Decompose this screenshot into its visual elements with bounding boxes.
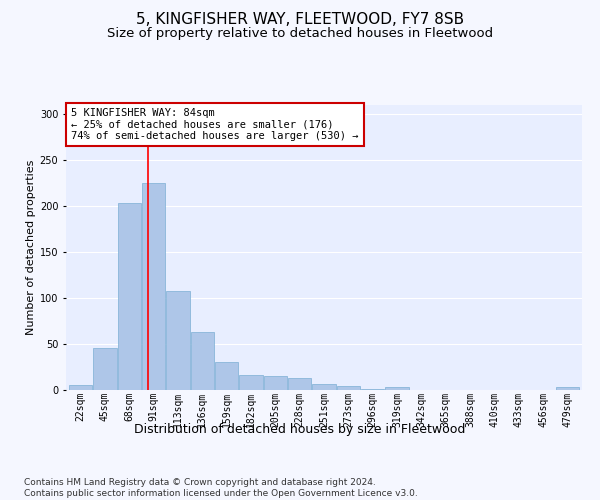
Bar [264, 376, 287, 390]
Bar [239, 376, 263, 390]
Y-axis label: Number of detached properties: Number of detached properties [26, 160, 35, 335]
Text: Contains HM Land Registry data © Crown copyright and database right 2024.
Contai: Contains HM Land Registry data © Crown c… [24, 478, 418, 498]
Bar [215, 362, 238, 390]
Bar [118, 204, 141, 390]
Bar [191, 332, 214, 390]
Bar [69, 386, 92, 390]
Bar [142, 183, 165, 390]
Bar [337, 386, 360, 390]
Text: 5, KINGFISHER WAY, FLEETWOOD, FY7 8SB: 5, KINGFISHER WAY, FLEETWOOD, FY7 8SB [136, 12, 464, 28]
Text: Distribution of detached houses by size in Fleetwood: Distribution of detached houses by size … [134, 422, 466, 436]
Bar [361, 389, 384, 390]
Bar [288, 378, 311, 390]
Text: 5 KINGFISHER WAY: 84sqm
← 25% of detached houses are smaller (176)
74% of semi-d: 5 KINGFISHER WAY: 84sqm ← 25% of detache… [71, 108, 359, 141]
Bar [385, 387, 409, 390]
Text: Size of property relative to detached houses in Fleetwood: Size of property relative to detached ho… [107, 28, 493, 40]
Bar [94, 348, 116, 390]
Bar [313, 384, 335, 390]
Bar [166, 290, 190, 390]
Bar [556, 387, 579, 390]
